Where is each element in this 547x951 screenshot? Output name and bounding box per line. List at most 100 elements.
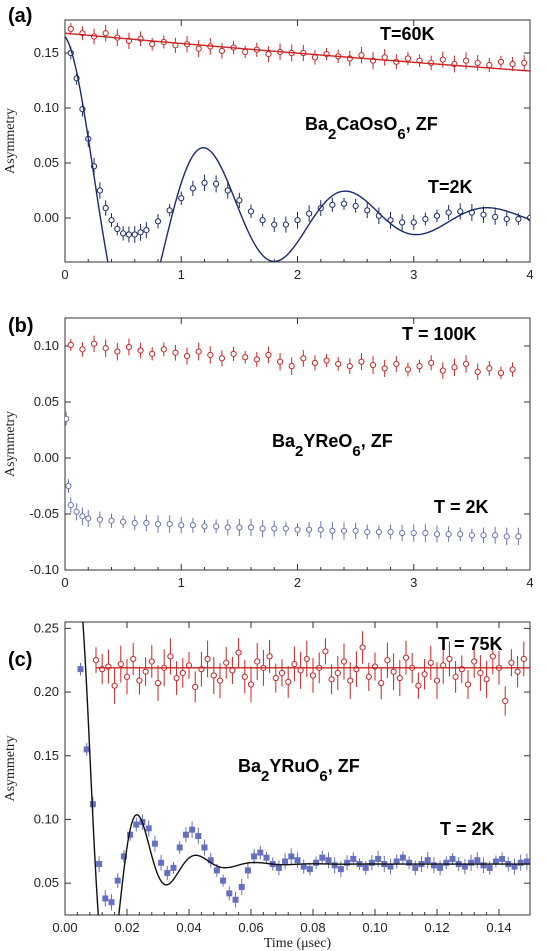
data-point (272, 674, 279, 682)
data-point (263, 854, 270, 861)
data-point (381, 54, 388, 61)
fit-curve (65, 36, 530, 262)
data-point (428, 359, 435, 366)
fit-curve (82, 622, 530, 915)
data-point (102, 345, 109, 352)
data-point (433, 677, 441, 684)
data-point (337, 866, 344, 873)
data-point (285, 678, 292, 685)
x-tick-label: 2 (294, 575, 301, 590)
y-tick-label: -0.10 (29, 562, 59, 577)
data-point (201, 844, 208, 851)
data-point (143, 519, 150, 527)
y-tick-labels: 0.00 0.05 0.10 0.15 (34, 45, 59, 225)
data-point (65, 482, 72, 490)
data-point (123, 673, 131, 680)
data-point (185, 662, 193, 669)
data-point (282, 858, 289, 865)
data-point (325, 857, 332, 864)
data-point (387, 863, 394, 870)
data-point (502, 697, 509, 705)
data-point (474, 368, 481, 375)
data-point (346, 363, 353, 370)
data-point (331, 862, 338, 869)
temperature-label-high: T = 100K (402, 324, 477, 344)
data-point (218, 355, 226, 362)
plot-frame (64, 621, 531, 916)
x-tick-labels: 0 1 2 3 4 (61, 575, 533, 590)
data-point (137, 229, 144, 236)
y-tick-label: 0.15 (34, 748, 59, 763)
data-point (142, 668, 149, 675)
data-point (229, 667, 236, 674)
data-point (412, 864, 419, 871)
x-tick-label: 4 (526, 575, 533, 590)
data-point (319, 854, 326, 861)
series-t-2k (65, 412, 522, 546)
data-point (514, 668, 521, 675)
data-point (329, 201, 336, 208)
data-point (278, 669, 286, 677)
data-point (439, 56, 446, 63)
series-t-2k (77, 622, 530, 915)
series-t-60k (65, 22, 530, 73)
data-point (526, 214, 530, 222)
x-tick-label: 0 (61, 575, 68, 590)
data-point (340, 658, 348, 665)
data-point (131, 231, 138, 238)
data-point (399, 854, 406, 861)
data-point (300, 863, 307, 870)
data-point (170, 864, 177, 871)
data-point (404, 366, 412, 373)
plot-area (65, 22, 530, 262)
data-point (166, 207, 173, 214)
x-tick-labels: 0.00 0.02 0.04 0.06 0.08 0.10 0.12 0.14 (52, 920, 511, 935)
y-tick-label: 0.05 (34, 394, 59, 409)
data-point (232, 896, 239, 903)
data-point (173, 674, 180, 682)
series-t-2k (65, 36, 530, 262)
data-point (127, 831, 134, 838)
x-tick-label: 0 (61, 267, 68, 282)
y-tick-label: 0.10 (34, 100, 59, 115)
data-point (335, 360, 342, 368)
x-tick-label: 3 (410, 575, 417, 590)
data-point (276, 358, 284, 365)
data-point (468, 859, 475, 866)
data-point (492, 532, 499, 539)
data-point (477, 669, 484, 677)
data-point (311, 54, 319, 61)
data-point (328, 676, 335, 683)
data-point (387, 528, 394, 536)
data-point (323, 357, 330, 364)
x-tick-label: 0.04 (176, 920, 201, 935)
data-point (347, 677, 354, 684)
data-point (306, 866, 313, 873)
x-tick-label: 0.06 (238, 920, 263, 935)
data-point (282, 525, 289, 532)
data-point (508, 659, 515, 666)
data-point (114, 877, 121, 884)
temperature-label-high: T=60K (380, 24, 435, 44)
data-point (517, 859, 524, 866)
data-point (396, 674, 403, 682)
data-point (195, 833, 202, 840)
data-point (167, 653, 174, 660)
data-point (143, 227, 150, 234)
data-point (340, 527, 348, 534)
data-point (464, 681, 472, 688)
data-point (120, 518, 127, 525)
data-point (92, 657, 100, 664)
data-point (334, 669, 341, 677)
data-point (108, 517, 115, 524)
data-point (362, 864, 369, 871)
panel-label: (b) (8, 315, 34, 337)
data-point (424, 857, 431, 864)
x-tick-labels: 0 1 2 3 4 (61, 267, 533, 282)
data-point (275, 864, 282, 871)
data-point (410, 219, 417, 226)
data-point (130, 655, 137, 663)
data-point (125, 344, 133, 351)
y-tick-label: 0.15 (34, 45, 59, 60)
data-point (158, 859, 165, 866)
